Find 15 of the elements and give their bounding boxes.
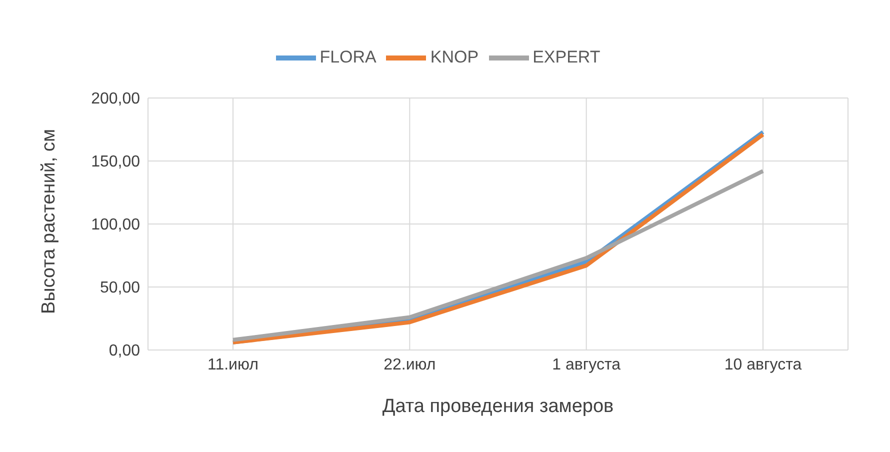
- legend-label: EXPERT: [532, 47, 600, 66]
- y-tick-label: 100,00: [91, 216, 140, 234]
- x-tick-label: 11.июл: [208, 356, 258, 374]
- x-tick-label: 22.июл: [384, 356, 436, 374]
- x-tick-label: 1 августа: [552, 356, 621, 374]
- x-tick-label: 10 августа: [724, 356, 802, 374]
- legend-label: KNOP: [430, 47, 479, 66]
- line-series: [231, 169, 765, 342]
- y-tick-label: 50,00: [100, 280, 140, 297]
- y-axis-title: Высота растений, см: [38, 128, 60, 314]
- y-tick-label: 200,00: [91, 90, 140, 108]
- legend-label: FLORA: [320, 47, 376, 66]
- y-tick-label: 0,00: [108, 342, 140, 360]
- x-axis-title: Дата проведения замеров: [382, 396, 614, 417]
- y-tick-label: 150,00: [91, 154, 140, 171]
